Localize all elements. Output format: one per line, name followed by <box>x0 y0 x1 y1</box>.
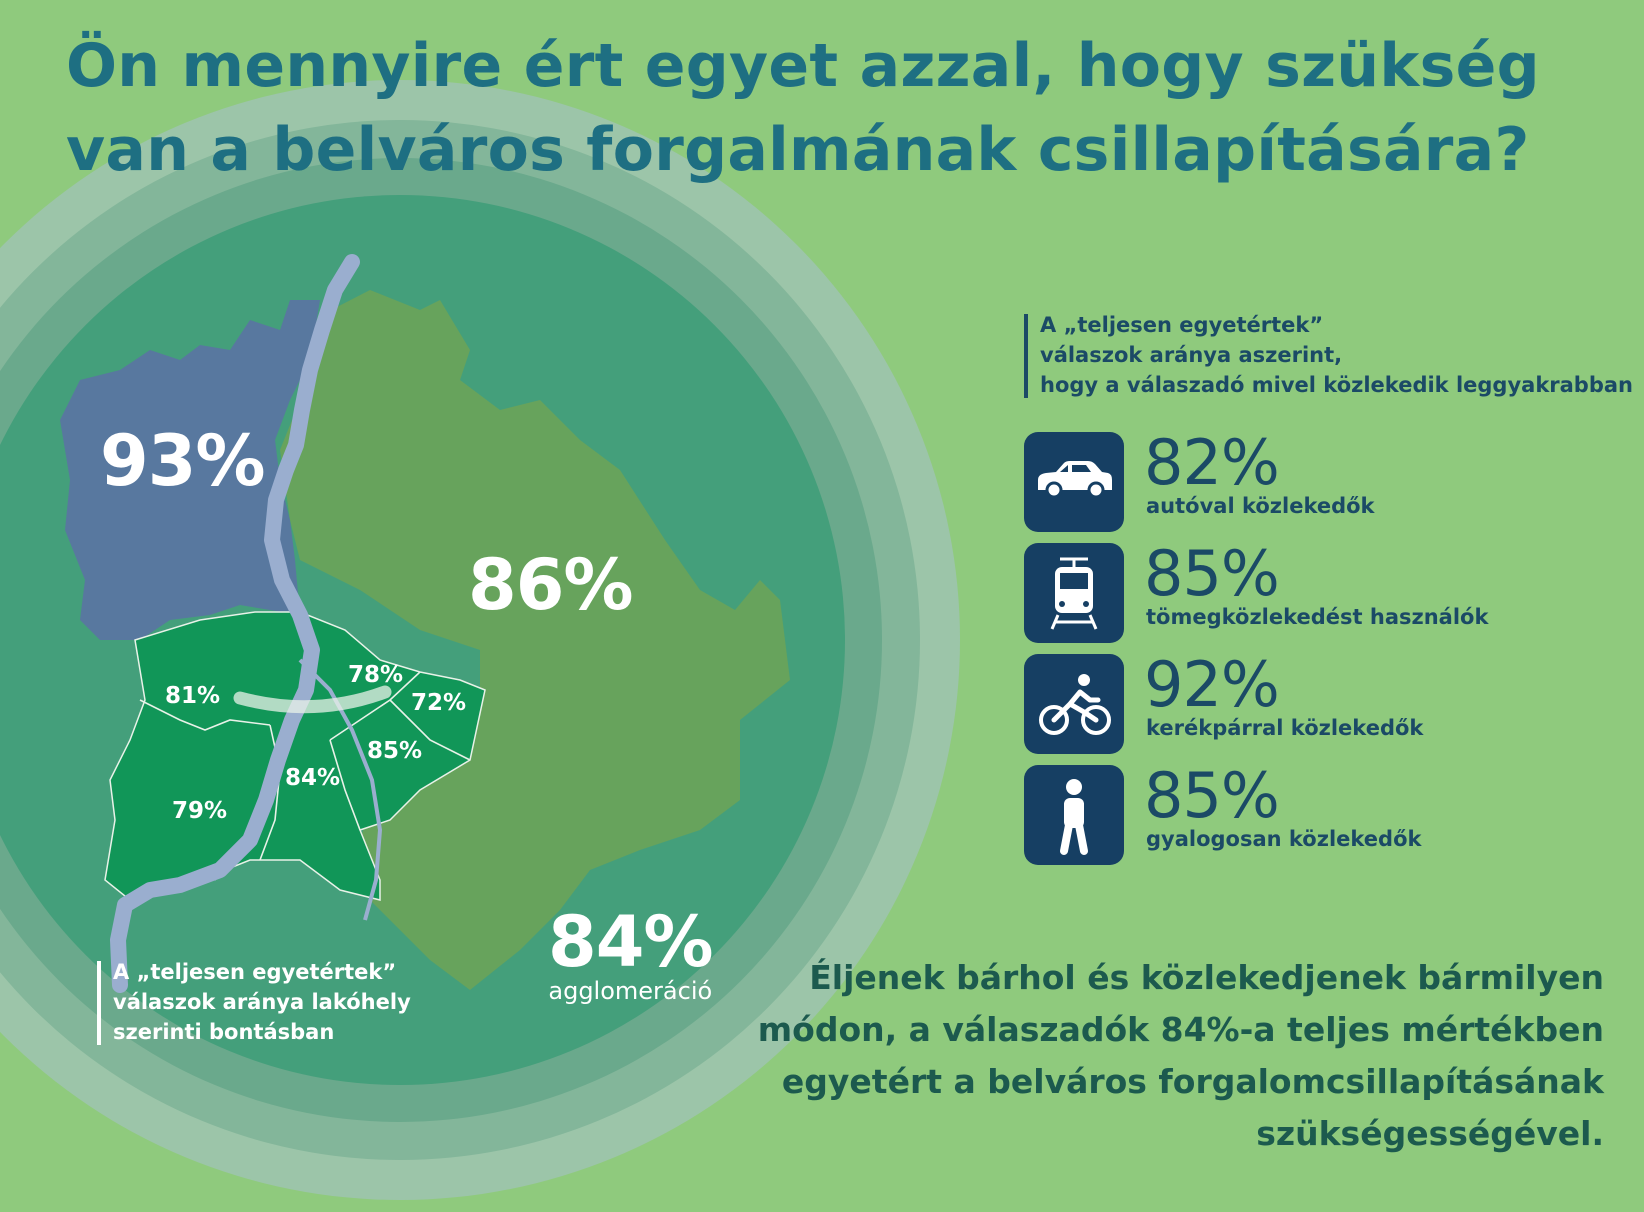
value-car: 82% <box>1144 426 1280 499</box>
closing-statement: Éljenek bárhol és közlekedjenek bármilye… <box>758 952 1604 1160</box>
bicycle-tile <box>1024 654 1124 754</box>
closing-line-4: szükségességével. <box>1256 1114 1604 1153</box>
label-pest-south-inner: 85% <box>367 738 423 764</box>
label-buda-center: 81% <box>165 683 221 709</box>
agglomeration-stat: 84% agglomeráció <box>548 901 714 1005</box>
transport-legend-line-1: A „teljesen egyetértek” <box>1040 313 1324 337</box>
mode-tram: 85% tömegközlekedést használók <box>1024 539 1624 645</box>
bicycle-icon <box>1039 674 1111 735</box>
transport-legend: A „teljesen egyetértek” válaszok aránya … <box>1024 310 1633 400</box>
danube-river <box>110 254 360 993</box>
map-legend-line-2: válaszok aránya lakóhely <box>113 990 411 1014</box>
closing-line-2: módon, a válaszadók 84%-a teljes mértékb… <box>757 1010 1604 1049</box>
region-pest-outer <box>280 290 790 990</box>
map-legend-line-1: A „teljesen egyetértek” <box>113 960 397 984</box>
car-tile <box>1024 432 1124 532</box>
value-bicycle: 92% <box>1144 648 1280 721</box>
value-pedestrian: 85% <box>1144 759 1280 832</box>
inner-ring-road <box>233 685 392 714</box>
label-bicycle: kerékpárral közlekedők <box>1146 716 1424 740</box>
legend-bar <box>1024 314 1028 398</box>
label-tram: tömegközlekedést használók <box>1146 605 1489 629</box>
label-pedestrian: gyalogosan közlekedők <box>1146 827 1422 851</box>
label-buda-south: 79% <box>172 798 228 824</box>
car-icon <box>1038 461 1112 499</box>
mode-bicycle: 92% kerékpárral közlekedők <box>1024 650 1624 756</box>
region-buda-north <box>60 300 320 640</box>
pedestrian-tile <box>1024 765 1124 865</box>
value-tram: 85% <box>1144 537 1280 610</box>
transport-legend-line-3: hogy a válaszadó mivel közlekedik leggya… <box>1040 373 1633 397</box>
river-branch-2 <box>212 838 252 881</box>
tram-tile <box>1024 543 1124 643</box>
page-title: Ön mennyire ért egyet azzal, hogy szüksé… <box>66 24 1540 192</box>
river-branch <box>298 658 383 921</box>
label-pest-middle: 72% <box>411 690 467 716</box>
mode-pedestrian: 85% gyalogosan közlekedők <box>1024 761 1624 867</box>
tram-icon <box>1050 557 1098 630</box>
title-line-1: Ön mennyire ért egyet azzal, hogy szüksé… <box>66 31 1540 101</box>
map-legend: A „teljesen egyetértek” válaszok aránya … <box>97 957 417 1047</box>
label-pest-outer: 86% <box>468 544 634 626</box>
label-csepel-north: 84% <box>285 765 341 791</box>
title-line-2: van a belváros forgalmának csillapításár… <box>66 115 1530 185</box>
label-car: autóval közlekedők <box>1146 494 1375 518</box>
label-agglomeration-value: 84% <box>548 901 714 983</box>
legend-bar <box>97 961 101 1045</box>
region-inner-districts <box>104 611 486 901</box>
closing-line-3: egyetért a belváros forgalomcsillapításá… <box>781 1062 1604 1101</box>
mode-car: 82% autóval közlekedők <box>1024 428 1624 534</box>
transport-legend-line-2: válaszok aránya aszerint, <box>1040 343 1343 367</box>
map-legend-line-3: szerinti bontásban <box>113 1020 335 1044</box>
closing-line-1: Éljenek bárhol és közlekedjenek bármilye… <box>809 958 1604 997</box>
label-buda-north: 93% <box>100 420 266 502</box>
pedestrian-icon <box>1060 779 1088 855</box>
label-agglomeration-name: agglomeráció <box>548 977 713 1005</box>
label-pest-inner: 78% <box>348 662 404 688</box>
